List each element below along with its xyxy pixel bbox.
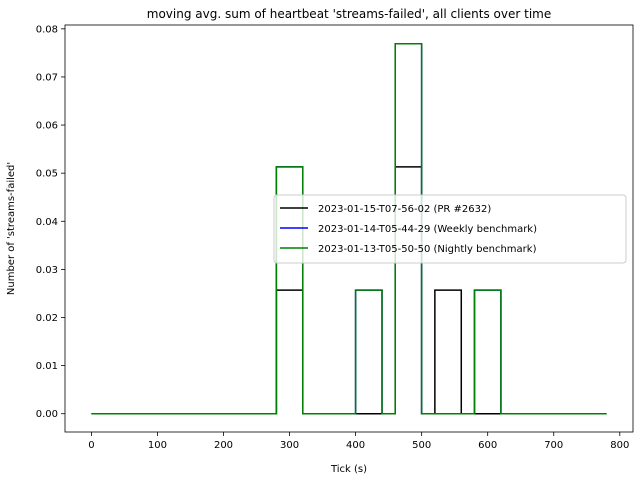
y-tick-label: 0.00 xyxy=(36,409,58,420)
legend-entry-label: 2023-01-15-T07-56-02 (PR #2632) xyxy=(318,204,491,215)
legend-box xyxy=(273,194,627,264)
y-tick-label: 0.04 xyxy=(36,217,58,228)
y-axis-label: Number of 'streams-failed' xyxy=(6,162,17,295)
x-tick-label: 0 xyxy=(88,440,94,451)
x-tick-label: 200 xyxy=(214,440,233,451)
x-tick-label: 500 xyxy=(412,440,431,451)
x-tick-label: 700 xyxy=(544,440,563,451)
x-tick-label: 100 xyxy=(148,440,167,451)
series-line-3 xyxy=(91,43,607,415)
y-axis: 0.00 0.01 0.02 0.03 0.04 0.05 0.06 0.07 0.08 xyxy=(36,24,65,420)
x-axis: 0 100 200 300 400 500 600 700 800 xyxy=(88,432,629,451)
chart-title: moving avg. sum of heartbeat 'streams-fa… xyxy=(147,7,551,21)
y-tick-label: 0.02 xyxy=(36,313,58,324)
legend-entry-label: 2023-01-14-T05-44-29 (Weekly benchmark) xyxy=(318,224,537,235)
x-tick-label: 600 xyxy=(478,440,497,451)
x-tick-label: 800 xyxy=(610,440,629,451)
series-line-1 xyxy=(91,166,607,415)
y-tick-label: 0.05 xyxy=(36,169,58,180)
series-layer xyxy=(91,43,607,415)
plot-area-frame xyxy=(64,24,634,433)
y-tick-label: 0.08 xyxy=(36,24,58,35)
x-tick-label: 300 xyxy=(280,440,299,451)
legend: 2023-01-15-T07-56-02 (PR #2632) 2023-01-1… xyxy=(273,194,627,264)
y-tick-label: 0.03 xyxy=(36,265,58,276)
y-tick-label: 0.01 xyxy=(36,361,58,372)
legend-entry-label: 2023-01-13-T05-50-50 (Nightly benchmark) xyxy=(318,244,537,255)
y-tick-label: 0.06 xyxy=(36,121,58,132)
x-tick-label: 400 xyxy=(346,440,365,451)
y-tick-label: 0.07 xyxy=(36,72,58,83)
x-axis-label: Tick (s) xyxy=(330,464,367,475)
